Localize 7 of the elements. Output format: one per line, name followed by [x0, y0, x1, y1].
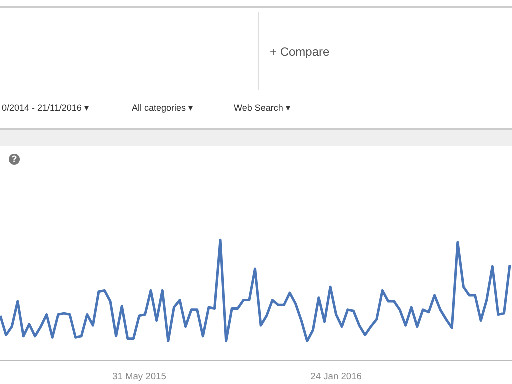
text: Web Search ▾ [234, 102, 291, 115]
x-tick-label: 31 May 2015 [112, 372, 166, 382]
x-tick-label: 24 Jan 2016 [310, 372, 362, 382]
text: All categories ▾ [132, 102, 194, 115]
text: ? [9, 154, 20, 165]
text: + Compare [270, 44, 330, 61]
text: 0/2014 - 21/11/2016 ▾ [2, 102, 90, 115]
